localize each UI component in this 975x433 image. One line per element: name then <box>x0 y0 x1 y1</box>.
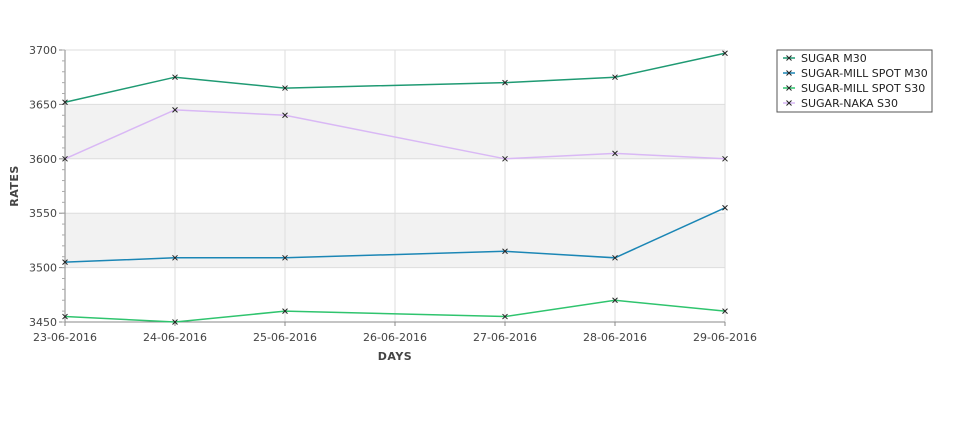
data-point <box>612 297 618 304</box>
data-point <box>612 74 618 81</box>
point-marker-stroke <box>722 204 728 211</box>
legend-item: SUGAR M30 <box>783 52 867 65</box>
series-line <box>64 109 726 160</box>
series-line <box>64 299 726 323</box>
y-tick-label: 3500 <box>29 262 57 275</box>
data-point <box>502 313 508 320</box>
point-marker-stroke <box>172 74 178 81</box>
x-tick-label: 29-06-2016 <box>693 331 757 344</box>
point-marker-stroke <box>502 79 508 86</box>
y-tick-label: 3450 <box>29 316 57 329</box>
point-marker-stroke <box>172 319 178 325</box>
data-point <box>722 50 728 57</box>
data-point <box>722 155 728 162</box>
point-marker-stroke <box>502 155 508 162</box>
point-marker-stroke <box>722 50 728 57</box>
data-point <box>502 248 508 255</box>
series-line <box>64 52 726 103</box>
series-group <box>62 106 728 162</box>
data-point <box>62 99 68 106</box>
point-marker-stroke <box>722 155 728 162</box>
data-point <box>172 74 178 81</box>
data-point <box>282 308 288 314</box>
point-marker-stroke <box>612 297 618 304</box>
data-point <box>722 308 728 314</box>
point-marker-stroke <box>62 99 68 106</box>
data-point <box>62 155 68 162</box>
point-marker-stroke <box>502 313 508 320</box>
legend: SUGAR M30 SUGAR-MILL SPOT M30 SUGAR-MILL S… <box>776 49 933 113</box>
x-tick-label: 27-06-2016 <box>473 331 537 344</box>
legend-item: SUGAR-NAKA S30 <box>783 97 898 110</box>
series-layer <box>62 50 728 325</box>
point-marker-stroke <box>612 150 618 157</box>
point-marker-stroke <box>172 254 178 261</box>
x-tick-label: 25-06-2016 <box>253 331 317 344</box>
series-group <box>62 297 728 325</box>
grid-lines <box>64 49 726 323</box>
point-marker-stroke <box>612 254 618 261</box>
data-point <box>612 150 618 157</box>
series-group <box>62 50 728 106</box>
legend-box <box>776 49 933 113</box>
axis-ticks: 3450 3500 3550 3600 3650 3700 23-06-2016 24-06-… <box>29 44 757 344</box>
point-marker-stroke <box>62 155 68 162</box>
x-tick-label: 24-06-2016 <box>143 331 207 344</box>
point-marker-stroke <box>612 74 618 81</box>
series-line <box>64 207 726 263</box>
legend-marker-stroke <box>786 70 792 76</box>
y-axis-title: RATES <box>8 165 21 207</box>
point-marker-stroke <box>282 85 288 91</box>
legend-label: SUGAR M30 <box>801 52 867 65</box>
data-point <box>282 85 288 91</box>
point-marker-stroke <box>502 248 508 255</box>
x-tick-label: 28-06-2016 <box>583 331 647 344</box>
legend-marker-stroke <box>786 100 792 106</box>
legend-item: SUGAR-MILL SPOT S30 <box>783 82 925 95</box>
point-marker-stroke <box>282 254 288 261</box>
data-point <box>722 204 728 211</box>
point-marker-stroke <box>62 259 68 266</box>
data-point <box>502 79 508 86</box>
legend-label: SUGAR-NAKA S30 <box>801 97 898 110</box>
data-point <box>612 254 618 261</box>
data-point <box>62 313 68 320</box>
y-tick-label: 3600 <box>29 153 57 166</box>
data-point <box>282 254 288 261</box>
point-marker-stroke <box>282 112 288 119</box>
data-point <box>172 319 178 325</box>
legend-label: SUGAR-MILL SPOT M30 <box>801 67 928 80</box>
point-marker-stroke <box>62 313 68 320</box>
data-point <box>172 106 178 113</box>
y-tick-label: 3550 <box>29 207 57 220</box>
point-marker-stroke <box>282 308 288 314</box>
data-point <box>172 254 178 261</box>
legend-marker-stroke <box>786 55 792 61</box>
x-tick-label: 26-06-2016 <box>363 331 427 344</box>
x-axis-title: DAYS <box>378 350 412 363</box>
y-tick-label: 3700 <box>29 44 57 57</box>
legend-item: SUGAR-MILL SPOT M30 <box>783 67 928 80</box>
legend-marker-stroke <box>786 85 792 91</box>
data-point <box>282 112 288 119</box>
y-tick-label: 3650 <box>29 98 57 111</box>
x-tick-label: 23-06-2016 <box>33 331 97 344</box>
point-marker-stroke <box>722 308 728 314</box>
series-group <box>62 204 728 266</box>
point-marker-stroke <box>172 106 178 113</box>
legend-label: SUGAR-MILL SPOT S30 <box>801 82 925 95</box>
data-point <box>62 259 68 266</box>
data-point <box>502 155 508 162</box>
